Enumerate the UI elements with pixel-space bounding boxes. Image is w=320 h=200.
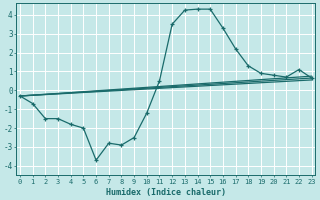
X-axis label: Humidex (Indice chaleur): Humidex (Indice chaleur) xyxy=(106,188,226,197)
